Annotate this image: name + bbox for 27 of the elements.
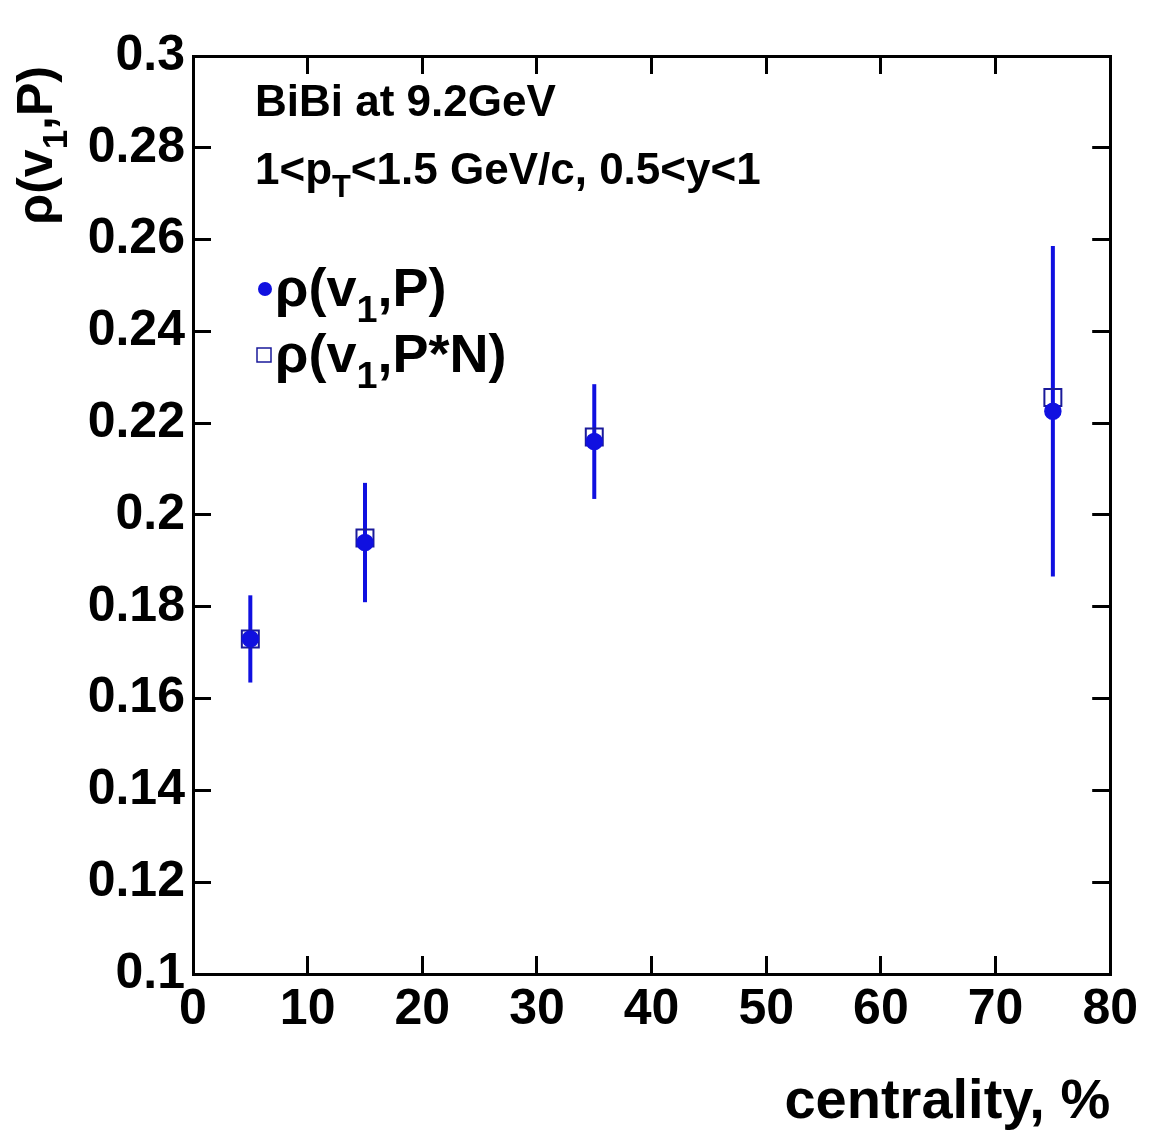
y-tick-label: 0.26 xyxy=(87,208,185,265)
y-tick-label: 0.14 xyxy=(87,759,186,816)
point xyxy=(355,528,375,548)
x-tick-label: 50 xyxy=(738,978,795,1035)
point xyxy=(1043,388,1063,407)
y-tick-label: 0.22 xyxy=(87,391,185,448)
point xyxy=(584,427,604,447)
y-tick-label: 0.24 xyxy=(87,300,186,357)
x-tick-label: 60 xyxy=(853,978,909,1035)
annotation: BiBi at 9.2GeV xyxy=(255,76,557,125)
y-tick-label: 0.18 xyxy=(87,575,185,632)
point xyxy=(356,533,374,552)
point xyxy=(585,432,604,451)
x-tick-label: 10 xyxy=(279,978,336,1035)
x-axis-title: centrality, % xyxy=(784,1067,1111,1130)
x-tick-label: 20 xyxy=(394,978,451,1035)
y-tick-label: 0.28 xyxy=(87,116,185,173)
point xyxy=(1044,402,1062,421)
x-tick-label: 80 xyxy=(1082,978,1138,1035)
x-tick-label: 30 xyxy=(509,978,565,1035)
x-tick-label: 40 xyxy=(623,978,680,1035)
y-tick-label: 0.16 xyxy=(87,667,185,724)
y-tick-label: 0.3 xyxy=(115,24,185,81)
y-tick-label: 0.2 xyxy=(115,483,185,540)
y-tick-label: 0.12 xyxy=(87,850,185,907)
y-axis-title: ρ(v1,P) xyxy=(7,65,74,225)
x-tick-label: 70 xyxy=(967,978,1024,1035)
